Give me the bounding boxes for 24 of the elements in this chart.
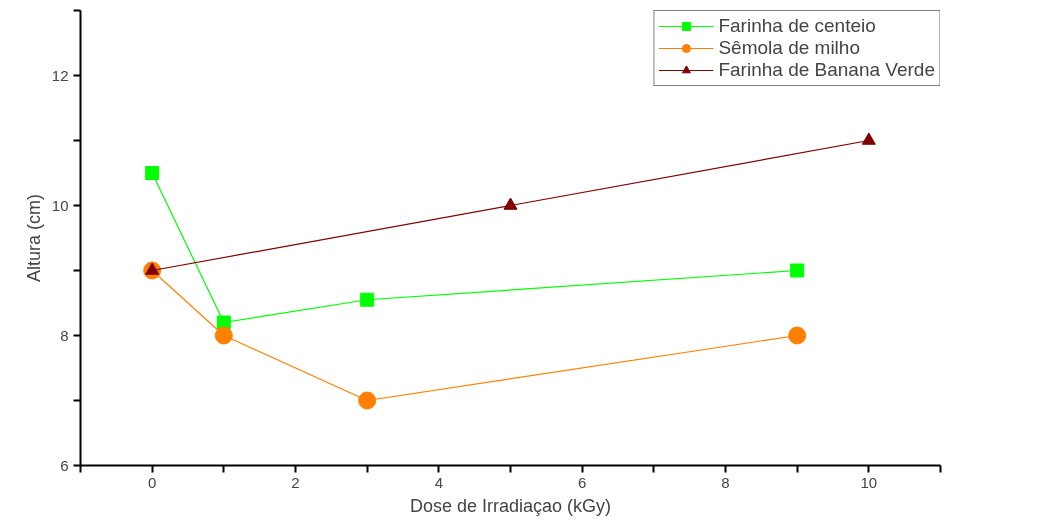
point bbox=[145, 262, 160, 275]
point bbox=[358, 391, 377, 410]
y-tick-label: 6 bbox=[60, 456, 69, 474]
x-tick-label: 6 bbox=[578, 473, 587, 491]
x-tick-label: 0 bbox=[148, 473, 157, 491]
point bbox=[861, 132, 876, 145]
point bbox=[214, 326, 233, 345]
point bbox=[145, 166, 160, 180]
legend-label: Farinha de Banana Verde bbox=[718, 59, 935, 81]
x-tick-label: 10 bbox=[860, 473, 878, 491]
y-tick-label: 12 bbox=[51, 66, 69, 84]
x-axis-title: Dose de Irradiaçao (kGy) bbox=[409, 495, 612, 516]
point bbox=[788, 326, 807, 345]
point bbox=[790, 263, 805, 278]
legend-label: Sêmola de milho bbox=[718, 37, 860, 59]
point bbox=[360, 292, 375, 307]
x-tick-label: 8 bbox=[721, 473, 730, 491]
x-tick-label: 4 bbox=[434, 473, 444, 491]
point bbox=[503, 197, 518, 210]
x-tick-label: 2 bbox=[291, 473, 300, 491]
legend-label: Farinha de centeio bbox=[718, 15, 876, 37]
y-tick-label: 8 bbox=[60, 326, 69, 344]
y-tick-label: 10 bbox=[51, 196, 69, 214]
y-axis-title: Altura (cm) bbox=[23, 193, 44, 282]
